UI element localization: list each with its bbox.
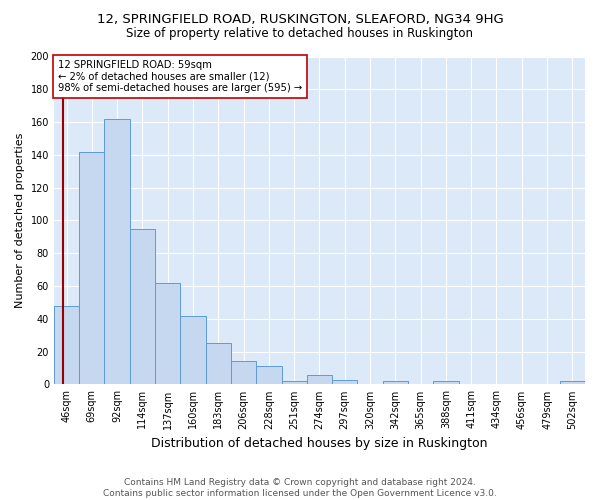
Bar bbox=[281, 381, 307, 384]
Bar bbox=[155, 283, 181, 384]
X-axis label: Distribution of detached houses by size in Ruskington: Distribution of detached houses by size … bbox=[151, 437, 488, 450]
Text: Size of property relative to detached houses in Ruskington: Size of property relative to detached ho… bbox=[127, 28, 473, 40]
Bar bbox=[256, 366, 281, 384]
Bar bbox=[181, 316, 206, 384]
Bar bbox=[332, 380, 358, 384]
Text: 12 SPRINGFIELD ROAD: 59sqm
← 2% of detached houses are smaller (12)
98% of semi-: 12 SPRINGFIELD ROAD: 59sqm ← 2% of detac… bbox=[58, 60, 302, 93]
Bar bbox=[54, 306, 79, 384]
Text: 12, SPRINGFIELD ROAD, RUSKINGTON, SLEAFORD, NG34 9HG: 12, SPRINGFIELD ROAD, RUSKINGTON, SLEAFO… bbox=[97, 12, 503, 26]
Bar bbox=[560, 381, 585, 384]
Bar bbox=[130, 228, 155, 384]
Bar bbox=[383, 381, 408, 384]
Bar bbox=[79, 152, 104, 384]
Bar bbox=[433, 381, 458, 384]
Bar bbox=[104, 119, 130, 384]
Y-axis label: Number of detached properties: Number of detached properties bbox=[15, 133, 25, 308]
Bar bbox=[231, 362, 256, 384]
Bar bbox=[307, 374, 332, 384]
Text: Contains HM Land Registry data © Crown copyright and database right 2024.
Contai: Contains HM Land Registry data © Crown c… bbox=[103, 478, 497, 498]
Bar bbox=[206, 344, 231, 384]
